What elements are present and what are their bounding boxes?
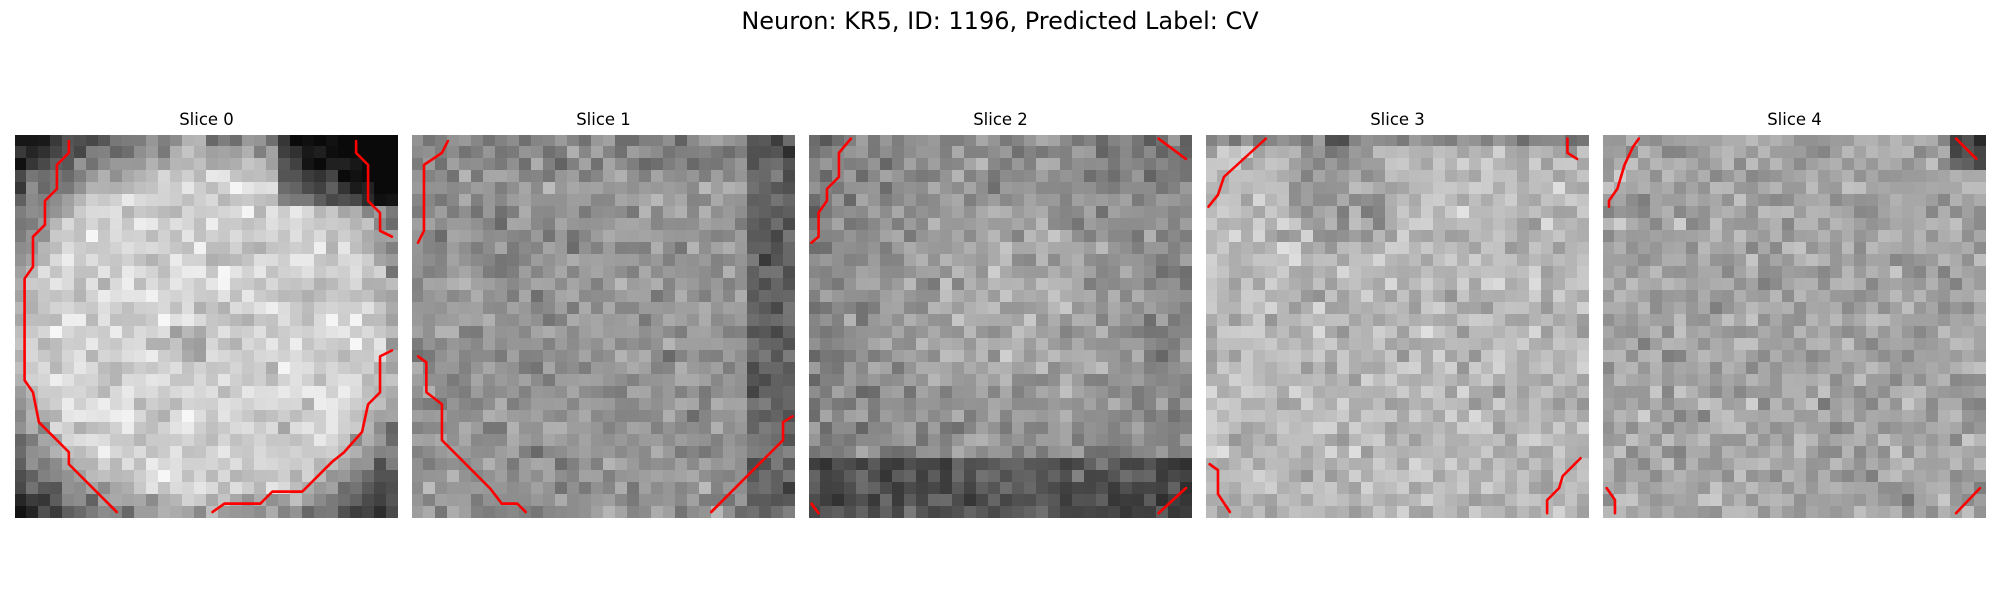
slice-panel-2: Slice 2: [809, 108, 1192, 518]
slice-title-4: Slice 4: [1767, 110, 1822, 129]
slice-image-2: [809, 135, 1192, 518]
slice-panel-4: Slice 4: [1603, 108, 1986, 518]
slice-panel-1: Slice 1: [412, 108, 795, 518]
slice-image-3: [1206, 135, 1589, 518]
slice-image-1: [412, 135, 795, 518]
slice-panel-3: Slice 3: [1206, 108, 1589, 518]
figure-title: Neuron: KR5, ID: 1196, Predicted Label: …: [741, 7, 1259, 35]
slice-panel-0: Slice 0: [15, 108, 398, 518]
slice-title-2: Slice 2: [973, 110, 1028, 129]
slice-title-0: Slice 0: [179, 110, 234, 129]
slice-image-4: [1603, 135, 1986, 518]
slice-title-1: Slice 1: [576, 110, 631, 129]
slice-title-3: Slice 3: [1370, 110, 1425, 129]
slice-image-0: [15, 135, 398, 518]
